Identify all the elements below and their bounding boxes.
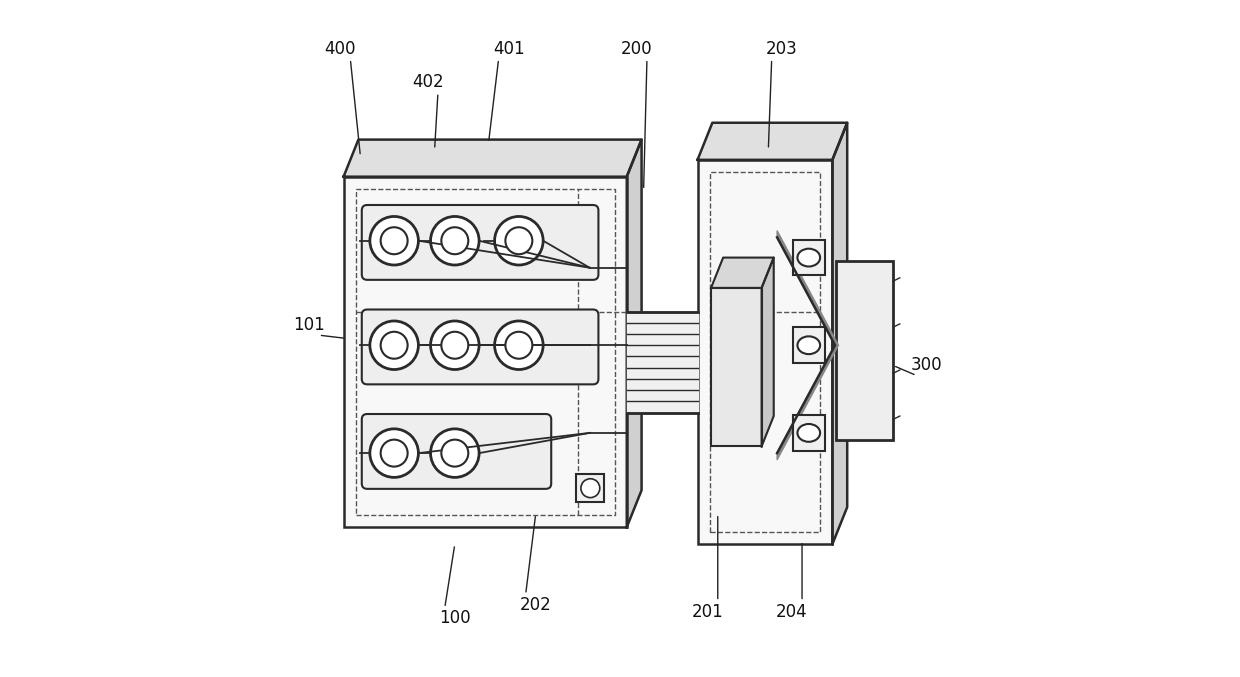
Polygon shape [626,311,698,413]
Bar [709,172,820,532]
Polygon shape [832,123,847,544]
Text: 201: 201 [692,603,723,621]
Bar [711,288,761,446]
Bar [577,474,604,502]
Circle shape [370,217,418,265]
Text: 300: 300 [911,357,942,374]
Circle shape [506,332,532,359]
Circle shape [495,217,543,265]
Text: 100: 100 [439,609,471,628]
Bar [698,160,832,544]
Ellipse shape [797,248,820,267]
Text: 200: 200 [621,39,652,58]
Circle shape [370,321,418,370]
Text: 402: 402 [412,73,444,91]
Text: 101: 101 [293,316,325,334]
Polygon shape [626,139,641,527]
Circle shape [430,321,479,370]
Text: 203: 203 [766,39,797,58]
Bar [792,328,825,363]
Circle shape [441,439,469,466]
Bar [792,415,825,451]
Circle shape [430,217,479,265]
Ellipse shape [797,424,820,442]
Circle shape [370,429,418,477]
Bar [836,261,893,439]
Bar [356,189,615,515]
Polygon shape [777,231,838,460]
Circle shape [441,227,469,255]
Circle shape [430,429,479,477]
Polygon shape [761,257,774,446]
Text: 202: 202 [520,596,552,614]
Polygon shape [698,123,847,160]
FancyBboxPatch shape [362,205,599,280]
Polygon shape [343,139,641,177]
Bar [343,177,626,527]
Circle shape [506,227,532,255]
Ellipse shape [797,336,820,354]
Circle shape [381,332,408,359]
Text: 401: 401 [494,39,525,58]
Circle shape [580,479,600,498]
Polygon shape [711,257,774,288]
Circle shape [381,439,408,466]
Text: 400: 400 [325,39,356,58]
Circle shape [495,321,543,370]
Text: 204: 204 [776,603,807,621]
Circle shape [381,227,408,255]
Bar [792,240,825,276]
Circle shape [441,332,469,359]
FancyBboxPatch shape [362,414,552,489]
FancyBboxPatch shape [362,309,599,385]
